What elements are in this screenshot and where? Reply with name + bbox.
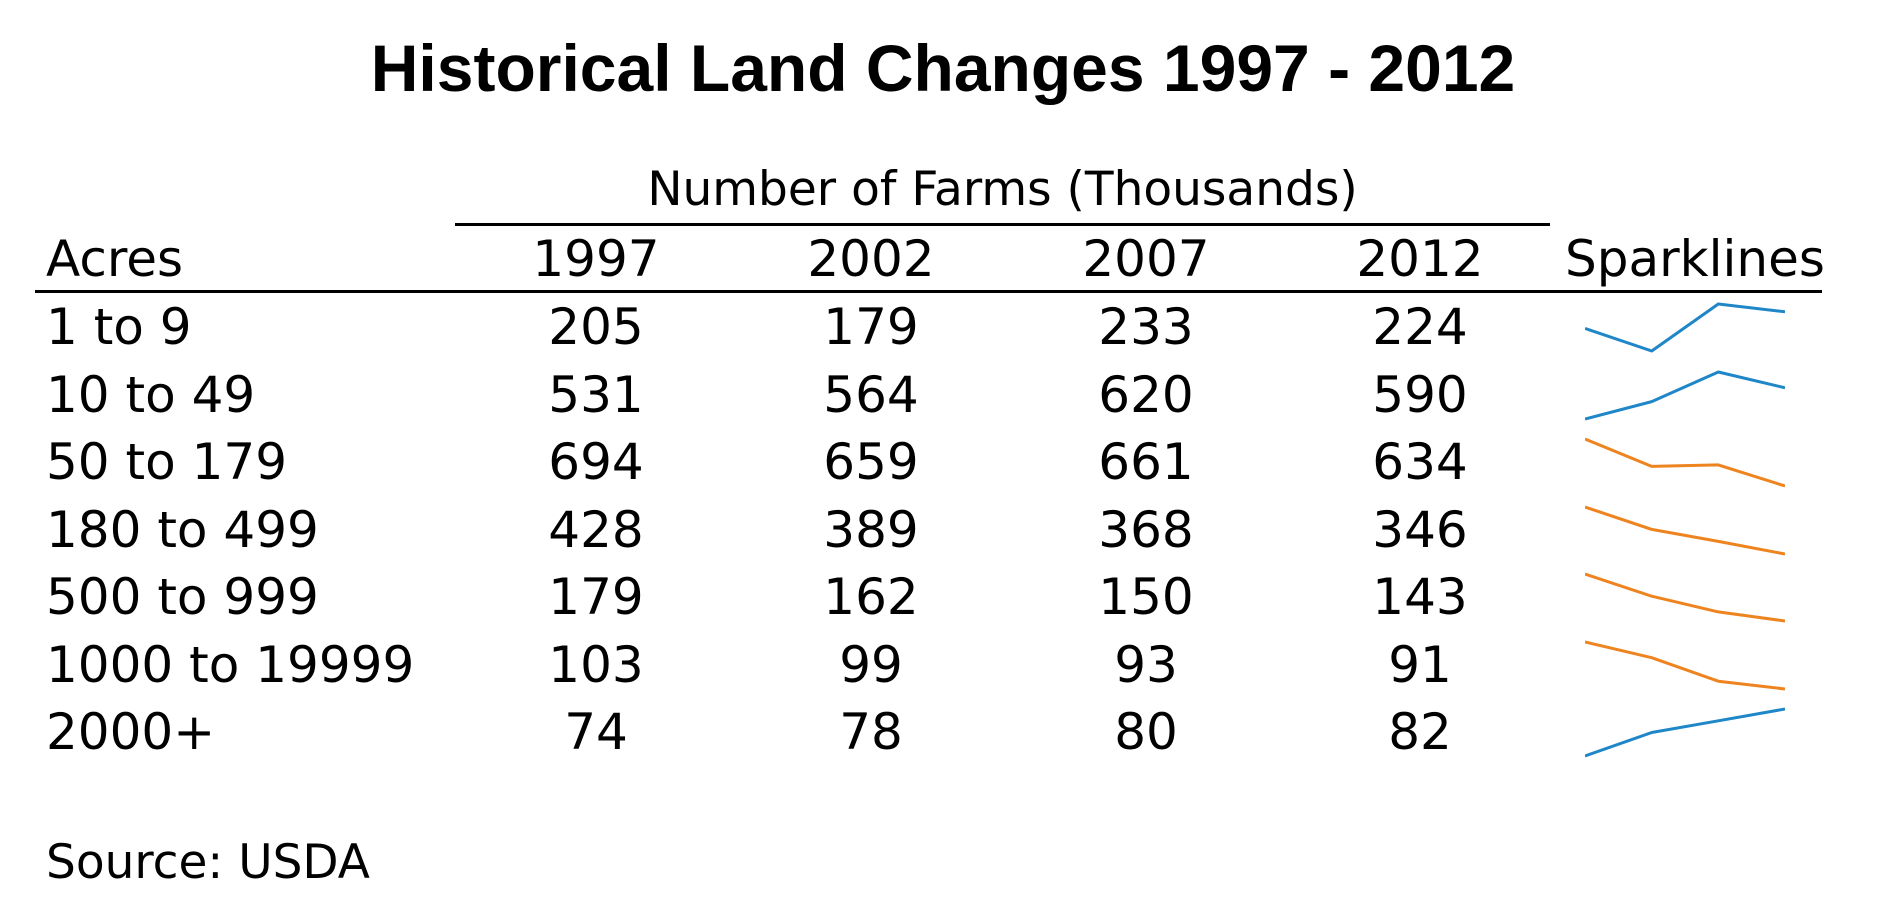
sparkline — [1585, 572, 1785, 623]
sparkline — [1585, 505, 1785, 555]
column-group-header: Number of Farms (Thousands) — [647, 162, 1358, 217]
table-row: 1000 to 19999 103 99 93 91 — [0, 632, 1886, 699]
cell-1997: 179 — [548, 568, 644, 626]
cell-2012: 143 — [1372, 568, 1468, 626]
cell-2012: 634 — [1372, 433, 1468, 491]
sparkline-series — [1585, 640, 1785, 690]
sparkline-series — [1585, 437, 1785, 488]
cell-1997: 531 — [548, 365, 644, 424]
cell-1997: 428 — [548, 500, 644, 559]
cell-2007: 80 — [1114, 703, 1178, 761]
cell-2002: 179 — [823, 298, 919, 356]
sparkline — [1585, 370, 1785, 420]
sparkline-series — [1585, 505, 1785, 555]
column-header-2002: 2002 — [807, 230, 935, 288]
cell-2002: 99 — [839, 635, 903, 694]
cell-2007: 233 — [1098, 298, 1194, 356]
column-group-rule — [455, 223, 1550, 226]
cell-1997: 694 — [548, 433, 644, 491]
column-header-sparklines: Sparklines — [1565, 230, 1825, 288]
cell-2002: 78 — [839, 703, 903, 761]
table-row: 10 to 49 531 564 620 590 — [0, 362, 1886, 429]
row-label: 500 to 999 — [46, 568, 319, 626]
cell-2002: 162 — [823, 568, 919, 626]
cell-2007: 93 — [1114, 635, 1178, 694]
cell-2007: 661 — [1098, 433, 1194, 491]
source-note: Source: USDA — [46, 835, 370, 890]
sparkline-series — [1585, 302, 1785, 353]
header-rule — [35, 290, 1822, 293]
sparkline-series — [1585, 707, 1785, 758]
cell-2002: 389 — [823, 500, 919, 559]
cell-2012: 590 — [1372, 365, 1468, 424]
column-header-acres: Acres — [46, 230, 184, 288]
sparkline — [1585, 302, 1785, 353]
sparkline — [1585, 640, 1785, 690]
row-label: 2000+ — [46, 703, 216, 761]
row-label: 1000 to 19999 — [46, 635, 415, 694]
cell-2007: 150 — [1098, 568, 1194, 626]
cell-2012: 224 — [1372, 298, 1468, 356]
sparkline-series — [1585, 370, 1785, 420]
sparkline — [1585, 437, 1785, 488]
row-label: 180 to 499 — [46, 500, 319, 559]
chart-title: Historical Land Changes 1997 - 2012 — [370, 31, 1516, 105]
row-label: 10 to 49 — [46, 365, 256, 424]
table-row: 180 to 499 428 389 368 346 — [0, 497, 1886, 564]
table-row: 500 to 999 179 162 150 143 — [0, 564, 1886, 631]
cell-1997: 103 — [548, 635, 644, 694]
row-label: 50 to 179 — [46, 433, 288, 491]
cell-1997: 74 — [564, 703, 628, 761]
column-header-2007: 2007 — [1082, 230, 1210, 288]
cell-2007: 620 — [1098, 365, 1194, 424]
sparkline — [1585, 707, 1785, 758]
table-row: 50 to 179 694 659 661 634 — [0, 429, 1886, 496]
table-row: 1 to 9 205 179 233 224 — [0, 294, 1886, 361]
cell-2002: 564 — [823, 365, 919, 424]
cell-2007: 368 — [1098, 500, 1194, 559]
row-label: 1 to 9 — [46, 298, 192, 356]
column-header-1997: 1997 — [532, 230, 660, 288]
cell-2002: 659 — [823, 433, 919, 491]
cell-2012: 82 — [1388, 703, 1452, 761]
cell-1997: 205 — [548, 298, 644, 356]
table-row: 2000+ 74 78 80 82 — [0, 699, 1886, 766]
cell-2012: 91 — [1388, 635, 1452, 694]
cell-2012: 346 — [1372, 500, 1468, 559]
column-header-2012: 2012 — [1356, 230, 1484, 288]
sparkline-series — [1585, 572, 1785, 623]
